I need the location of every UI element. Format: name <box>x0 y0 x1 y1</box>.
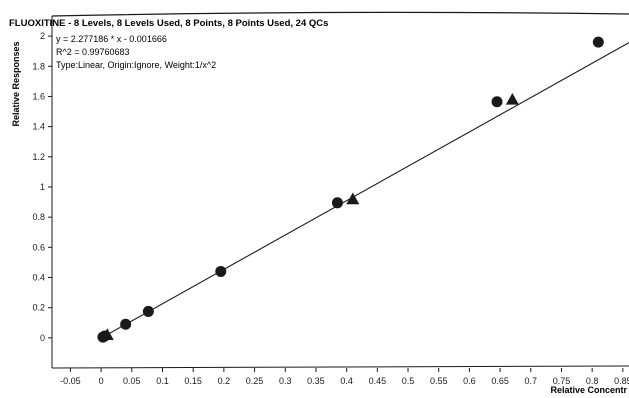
chart-title: FLUOXITINE - 8 Levels, 8 Levels Used, 8 … <box>9 18 328 29</box>
x-tick-label: 0.2 <box>218 376 231 386</box>
data-point-circle <box>215 265 227 277</box>
regression-line <box>100 42 629 339</box>
data-point-circle <box>331 197 343 209</box>
x-tick-label: 0.1 <box>156 376 169 386</box>
x-tick-label: 0.15 <box>184 376 202 386</box>
x-tick-label: 0.85 <box>614 376 629 386</box>
x-tick-label: -0.05 <box>60 376 81 386</box>
data-point-circle <box>592 36 604 48</box>
plot-area: 0 0.2 0.4 0.6 0.8 1 1.2 1.4 1.6 1.8 2 -0.05 0 0.05 0.1… <box>32 11 629 386</box>
y-tick-label: 1.2 <box>32 152 45 162</box>
r-squared: R^2 = 0.99760683 <box>56 47 130 57</box>
data-point-triangle <box>346 192 360 205</box>
x-tick-label: 0.8 <box>586 376 599 386</box>
x-tick-label: 0.5 <box>402 376 415 386</box>
x-tick-label: 0.45 <box>369 376 387 386</box>
y-tick-label: 2 <box>40 31 45 41</box>
data-point-triangle <box>505 92 519 105</box>
x-tick-label: 0.05 <box>123 376 141 386</box>
x-tick-label: 0.6 <box>463 376 476 386</box>
y-tick-label: 0.4 <box>32 272 45 282</box>
x-tick-label: 0 <box>99 376 104 386</box>
x-tick-label: 0.35 <box>307 376 325 386</box>
y-tick-label: 1.6 <box>32 91 45 101</box>
x-tick-label: 0.55 <box>430 376 448 386</box>
plot-top-border <box>51 11 629 17</box>
data-point-circle <box>491 96 503 108</box>
y-tick-label: 0.2 <box>32 303 45 313</box>
x-tick-label: 0.75 <box>553 376 571 386</box>
y-tick-label: 1.4 <box>32 122 45 132</box>
y-tick-label: 0.6 <box>32 242 45 252</box>
x-tick-label: 0.3 <box>279 376 292 386</box>
regression-equation: y = 2.277186 * x - 0.001666 <box>56 34 167 44</box>
y-tick-label: 0.8 <box>32 212 45 222</box>
data-point-circle <box>120 318 132 330</box>
fit-type-info: Type:Linear, Origin:Ignore, Weight:1/x^2 <box>56 60 216 70</box>
y-tick-label: 0 <box>40 333 45 343</box>
x-tick-label: 0.25 <box>246 376 264 386</box>
data-point-circle <box>142 305 154 317</box>
y-tick-label: 1.8 <box>32 61 45 71</box>
x-tick-label: 0.4 <box>340 376 353 386</box>
x-tick-label: 0.7 <box>525 376 538 386</box>
y-axis-label: Relative Responses <box>11 41 21 126</box>
x-axis-label: Relative Concentr <box>550 385 627 395</box>
data-point-triangle <box>100 328 114 341</box>
y-tick-label: 1 <box>40 182 45 192</box>
x-tick-label: 0.65 <box>491 376 509 386</box>
x-axis-line <box>51 365 629 369</box>
